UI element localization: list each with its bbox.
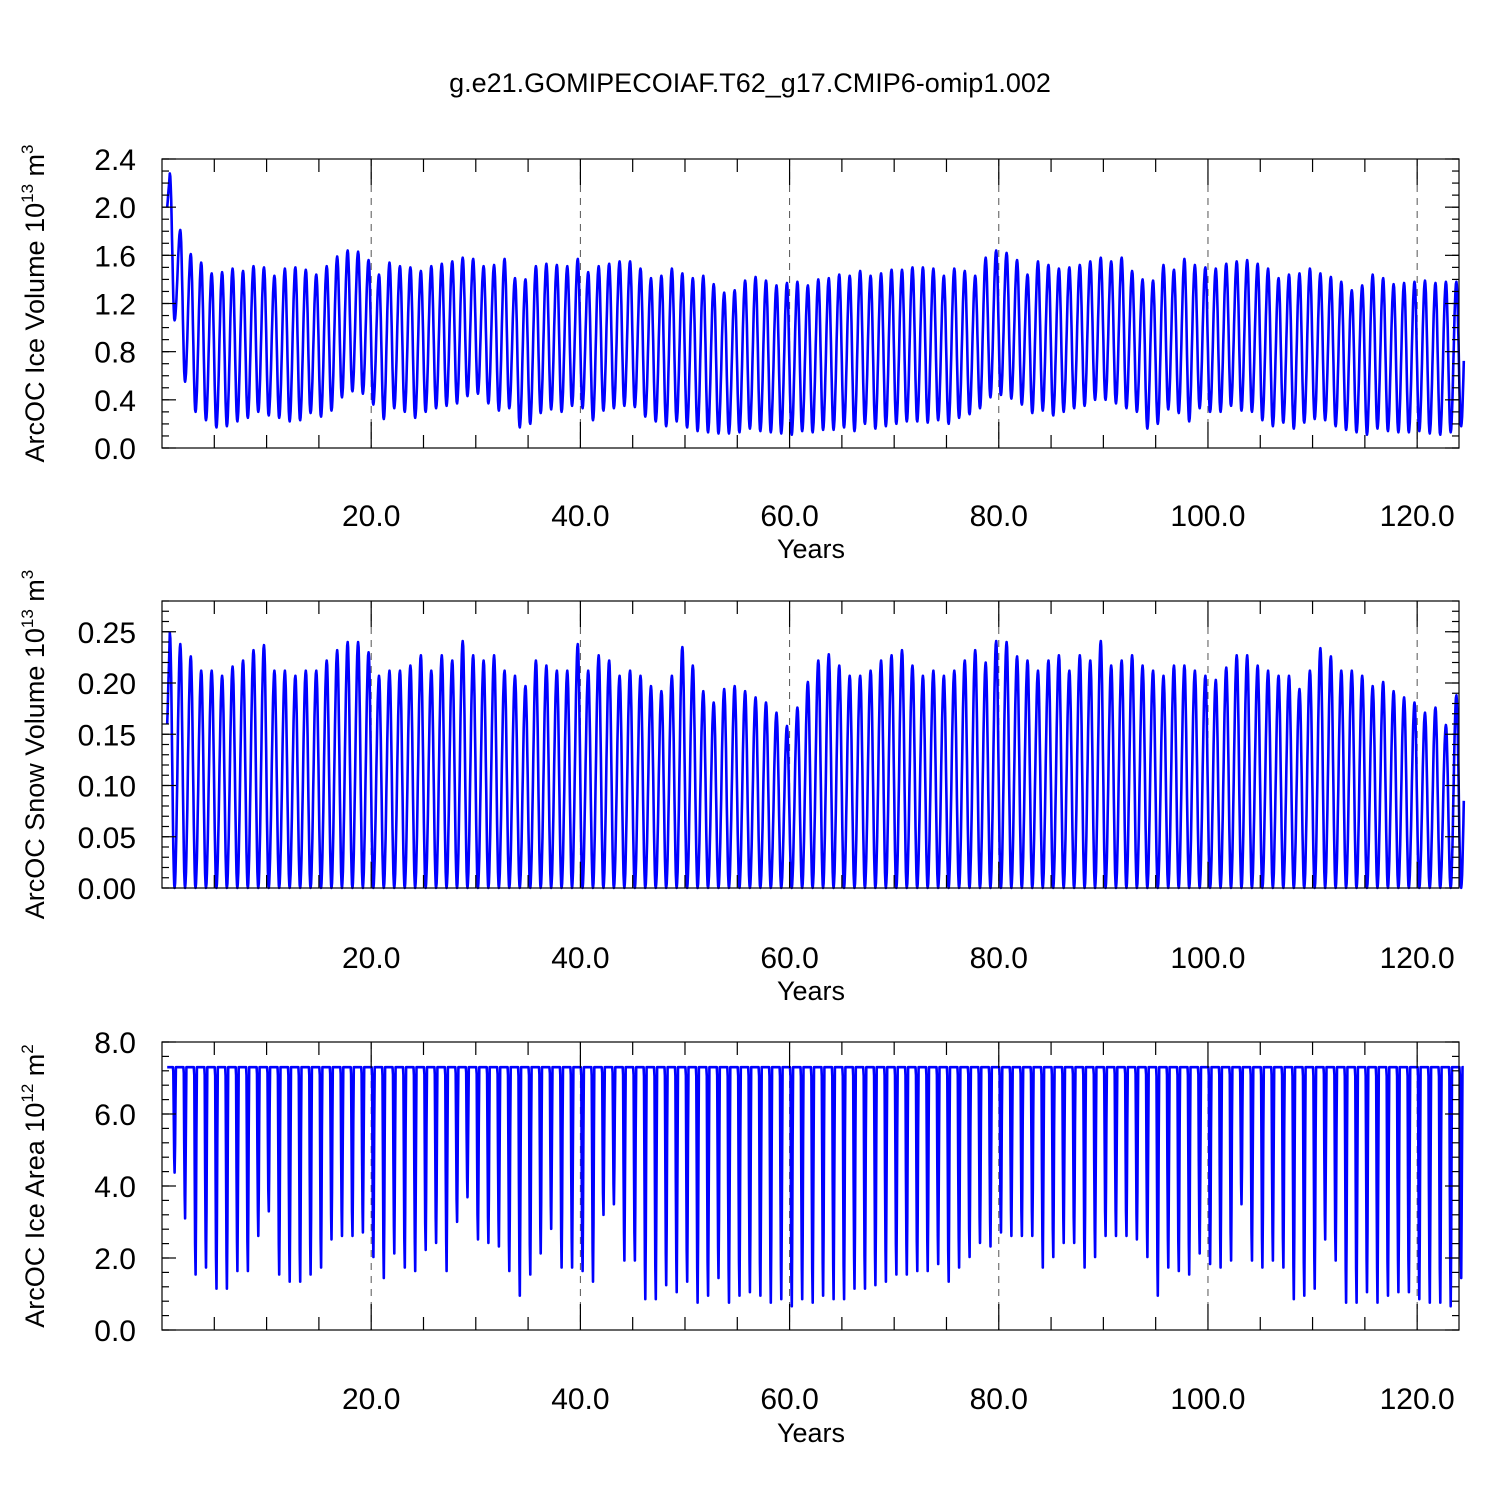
x-tick-label: 40.0 bbox=[551, 942, 609, 975]
x-tick-label: 80.0 bbox=[970, 942, 1028, 975]
y-axis-label: ArcOC Ice Area 1012 m2 bbox=[18, 1044, 50, 1328]
x-tick-label: 40.0 bbox=[551, 1383, 609, 1416]
panel-snow-volume: 0.00 0.05 0.10 0.15 0.20 0.25 20.0 40.0 60.0 80.0… bbox=[18, 570, 1466, 1006]
y-tick-label: 0.05 bbox=[78, 822, 136, 855]
x-tick-label: 60.0 bbox=[760, 1383, 818, 1416]
y-axis-label: ArcOC Snow Volume 1013 m3 bbox=[18, 570, 50, 920]
series-line bbox=[166, 1065, 1465, 1308]
x-tick-label: 120.0 bbox=[1380, 500, 1455, 533]
x-axis-label: Years bbox=[777, 1418, 845, 1448]
y-tick-label: 0.0 bbox=[94, 433, 136, 466]
x-tick-label: 80.0 bbox=[970, 1383, 1028, 1416]
y-tick-label: 1.6 bbox=[94, 240, 136, 273]
y-tick-label: 0.00 bbox=[78, 873, 136, 906]
y-tick-label: 2.4 bbox=[94, 144, 136, 177]
y-tick-label: 6.0 bbox=[94, 1099, 136, 1132]
panel-ice-area: 0.0 2.0 4.0 6.0 8.0 20.0 40.0 60.0 80.0 100.0 120.… bbox=[18, 1027, 1465, 1448]
x-tick-label: 100.0 bbox=[1170, 500, 1245, 533]
series-line bbox=[165, 172, 1466, 436]
x-tick-label: 60.0 bbox=[760, 500, 818, 533]
y-tick-label: 0.4 bbox=[94, 385, 136, 418]
y-tick-label: 2.0 bbox=[94, 1243, 136, 1276]
y-tick-label: 0.0 bbox=[94, 1315, 136, 1348]
x-tick-label: 100.0 bbox=[1170, 1383, 1245, 1416]
x-tick-label: 20.0 bbox=[342, 942, 400, 975]
x-tick-label: 120.0 bbox=[1380, 942, 1455, 975]
x-axis-label: Years bbox=[777, 534, 845, 564]
x-tick-label: 60.0 bbox=[760, 942, 818, 975]
y-tick-label: 0.10 bbox=[78, 771, 136, 804]
y-tick-label: 0.8 bbox=[94, 337, 136, 370]
x-tick-label: 80.0 bbox=[970, 500, 1028, 533]
y-tick-label: 0.20 bbox=[78, 668, 136, 701]
x-tick-label: 40.0 bbox=[551, 500, 609, 533]
y-tick-label: 8.0 bbox=[94, 1027, 136, 1060]
y-tick-label: 2.0 bbox=[94, 192, 136, 225]
panel-ice-volume: 0.0 0.4 0.8 1.2 1.6 2.0 2.4 20.0 40.0 60.0 80.0 100… bbox=[18, 144, 1466, 564]
x-tick-label: 20.0 bbox=[342, 500, 400, 533]
x-tick-label: 20.0 bbox=[342, 1383, 400, 1416]
y-tick-label: 4.0 bbox=[94, 1171, 136, 1204]
y-tick-label: 0.25 bbox=[78, 617, 136, 650]
x-axis-label: Years bbox=[777, 976, 845, 1006]
y-tick-label: 0.15 bbox=[78, 719, 136, 752]
figure-title: g.e21.GOMIPECOIAF.T62_g17.CMIP6-omip1.00… bbox=[449, 68, 1051, 98]
series-line bbox=[165, 631, 1466, 890]
x-tick-label: 120.0 bbox=[1380, 1383, 1455, 1416]
y-axis-label: ArcOC Ice Volume 1013 m3 bbox=[18, 144, 50, 462]
x-tick-label: 100.0 bbox=[1170, 942, 1245, 975]
y-tick-label: 1.2 bbox=[94, 289, 136, 322]
